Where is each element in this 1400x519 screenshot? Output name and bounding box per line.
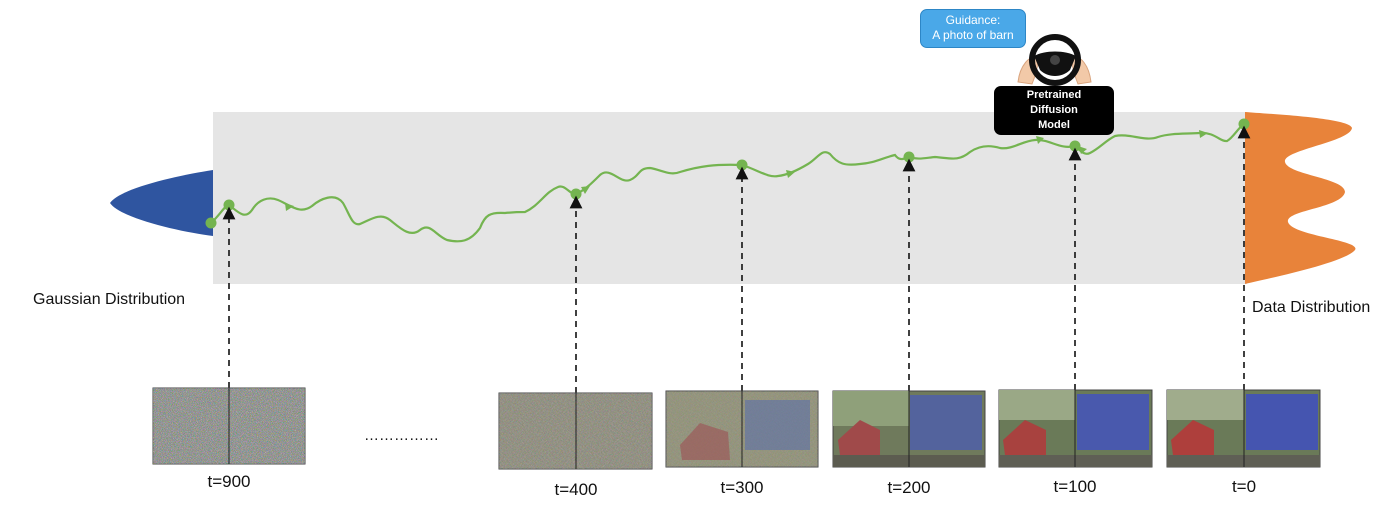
trajectory-point-t100: [1069, 140, 1081, 152]
data-distribution-shape: [1245, 112, 1356, 284]
guidance-title: Guidance:: [945, 13, 1001, 27]
trajectory-arrow: [285, 203, 294, 211]
trajectory-point-t400: [570, 188, 582, 200]
image-t900: [152, 387, 306, 465]
image-t200: [832, 390, 986, 468]
timestep-label-t400: t=400: [554, 480, 597, 499]
gaussian-distribution-shape: [110, 170, 213, 236]
model-label-line3: Model: [1038, 119, 1070, 131]
timestep-label-t100: t=100: [1053, 477, 1096, 496]
ellipsis-label: ……………: [364, 427, 439, 444]
trajectory-point-t300: [736, 159, 748, 171]
guidance-bubble: Guidance: A photo of barn: [920, 9, 1026, 48]
steering-wheel-icon: [1029, 34, 1081, 86]
trajectory-point-t200: [903, 151, 915, 163]
image-t300: [665, 390, 819, 468]
trajectory-arrow: [1199, 130, 1208, 138]
trajectory-point-t0: [1238, 118, 1250, 130]
guidance-prompt: A photo of barn: [932, 28, 1014, 42]
trajectory-point-t900: [223, 199, 235, 211]
trajectory-arrow: [1036, 136, 1044, 144]
timestep-label-t200: t=200: [887, 478, 930, 497]
gaussian-distribution-label: Gaussian Distribution: [33, 291, 185, 308]
image-t100: [998, 389, 1153, 468]
process-band: [213, 112, 1247, 284]
data-distribution-label: Data Distribution: [1252, 299, 1370, 316]
trajectory-arrow: [786, 170, 795, 178]
timestep-label-t900: t=900: [207, 472, 250, 491]
timestep-label-t0: t=0: [1232, 477, 1256, 496]
model-label-line1: Pretrained: [1026, 89, 1082, 101]
pretrained-diffusion-model-box: Pretrained Diffusion Model: [994, 86, 1114, 135]
timestep-label-t300: t=300: [720, 478, 763, 497]
image-t400: [498, 392, 653, 470]
image-t0: [1166, 389, 1321, 468]
trajectory-start-point: [205, 217, 217, 229]
trajectory-arrow: [581, 186, 590, 194]
model-label-line2: Diffusion: [1030, 104, 1078, 116]
